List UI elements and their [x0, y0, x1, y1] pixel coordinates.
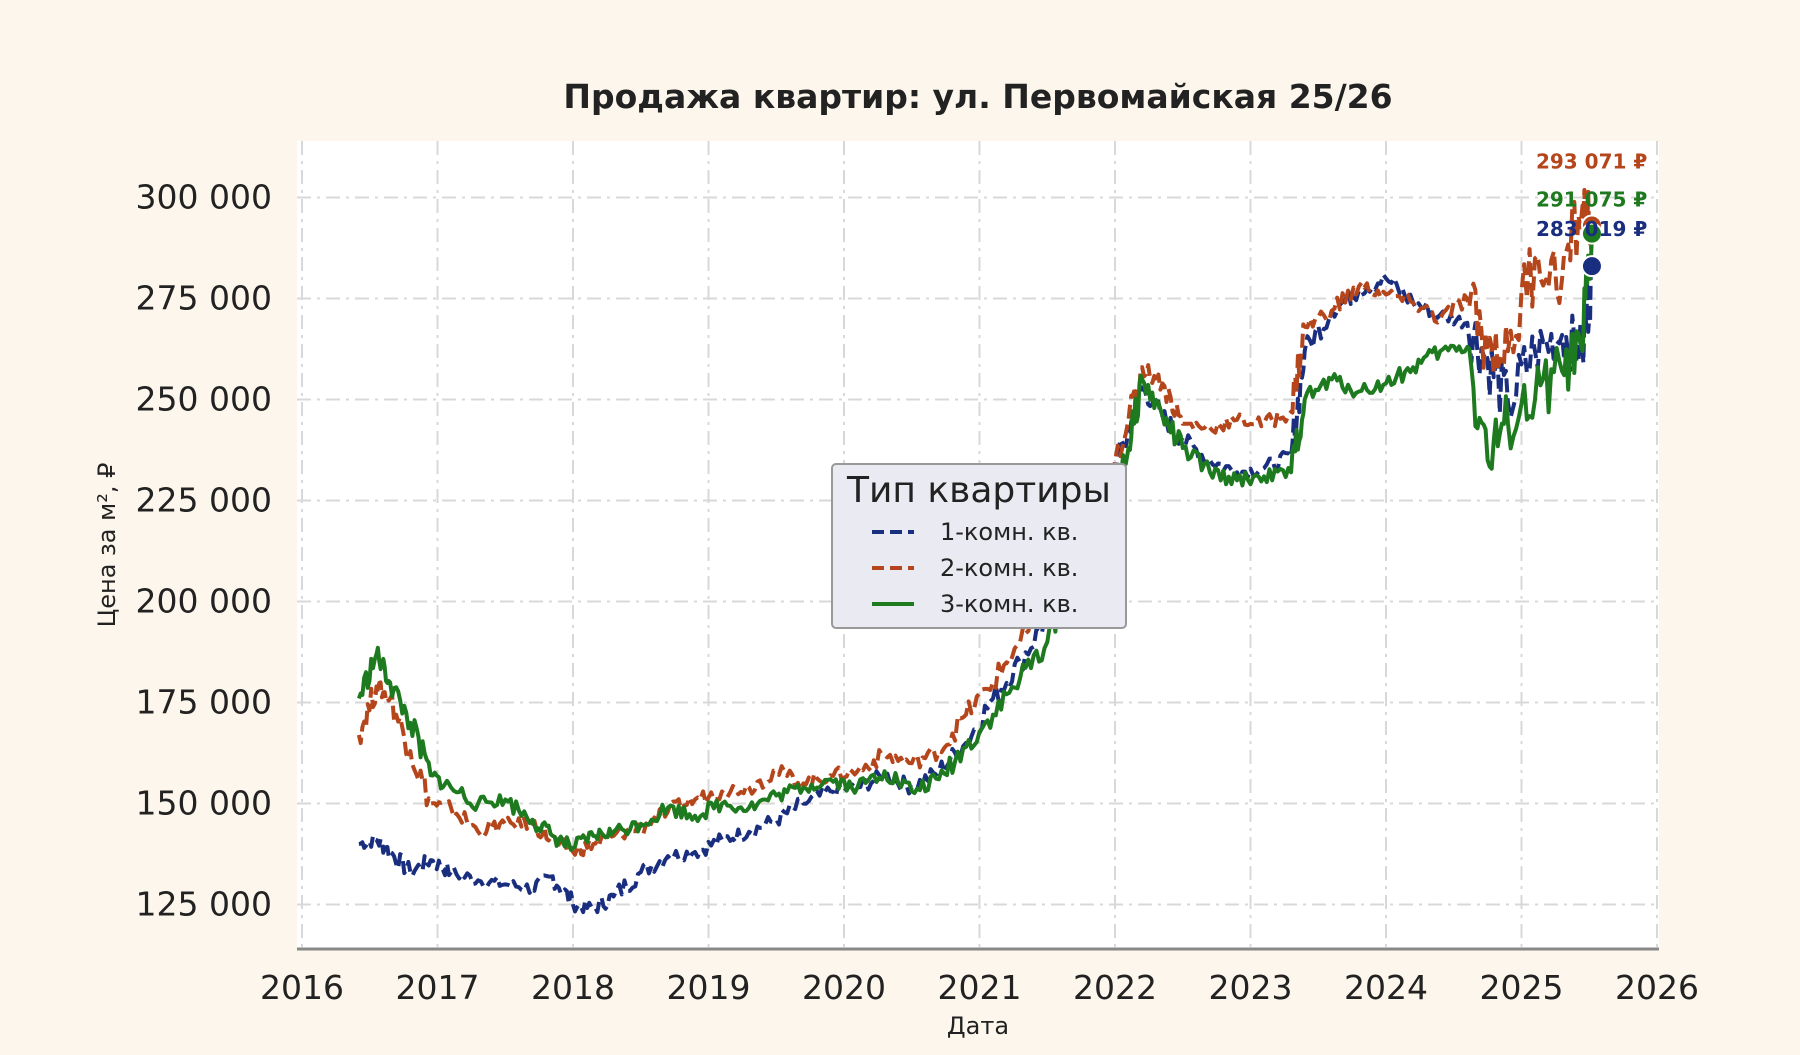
y-tick-label: 275 000	[136, 279, 272, 318]
x-tick-label: 2018	[531, 968, 615, 1007]
x-tick-label: 2024	[1344, 968, 1428, 1007]
legend-label-2-room: 2-комн. кв.	[940, 554, 1078, 582]
series-line-3-room	[357, 233, 1594, 852]
x-tick-label: 2020	[802, 968, 886, 1007]
x-tick-label: 2023	[1209, 968, 1293, 1007]
x-tick-labels: 2016 2017 2018 2019 2020 2021 2022 2023 2024 2025…	[260, 968, 1699, 1007]
y-tick-label: 125 000	[136, 885, 272, 924]
x-tick-label: 2017	[396, 968, 480, 1007]
legend-box	[831, 463, 1127, 629]
x-tick-label: 2025	[1480, 968, 1564, 1007]
end-marker-1-room	[1580, 255, 1603, 278]
x-tick-label: 2016	[260, 968, 344, 1007]
y-tick-label: 200 000	[136, 582, 272, 621]
end-label-2-room: 293 071 ₽	[1536, 150, 1647, 174]
y-tick-label: 150 000	[136, 784, 272, 823]
y-axis-title: Цена за м², ₽	[93, 463, 121, 628]
end-marker-3-room	[1580, 222, 1603, 245]
legend-label-3-room: 3-комн. кв.	[940, 590, 1078, 618]
y-tick-label: 250 000	[136, 380, 272, 419]
x-tick-label: 2026	[1615, 968, 1699, 1007]
x-tick-label: 2022	[1073, 968, 1157, 1007]
y-tick-label: 225 000	[136, 481, 272, 520]
chart-title: Продажа квартир: ул. Первомайская 25/26	[563, 77, 1392, 116]
end-label-1-room: 283 019 ₽	[1536, 217, 1647, 241]
y-tick-label: 300 000	[136, 178, 272, 217]
end-labels: 283 019 ₽ 293 071 ₽ 291 075 ₽	[1536, 150, 1647, 242]
x-tick-label: 2021	[938, 968, 1022, 1007]
legend-title: Тип квартиры	[846, 470, 1111, 511]
legend: Тип квартиры 1-комн. кв. 2-комн. кв. 3-к…	[831, 463, 1127, 629]
x-tick-label: 2019	[667, 968, 751, 1007]
legend-label-1-room: 1-комн. кв.	[940, 518, 1078, 546]
series-line-2-room	[356, 188, 1594, 858]
y-tick-label: 175 000	[136, 683, 272, 722]
series-layer	[356, 188, 1603, 915]
y-tick-labels: 125 000 150 000 175 000 200 000 225 000 250 0…	[136, 178, 272, 924]
x-axis-title: Дата	[947, 1012, 1009, 1040]
end-label-3-room: 291 075 ₽	[1536, 188, 1647, 212]
